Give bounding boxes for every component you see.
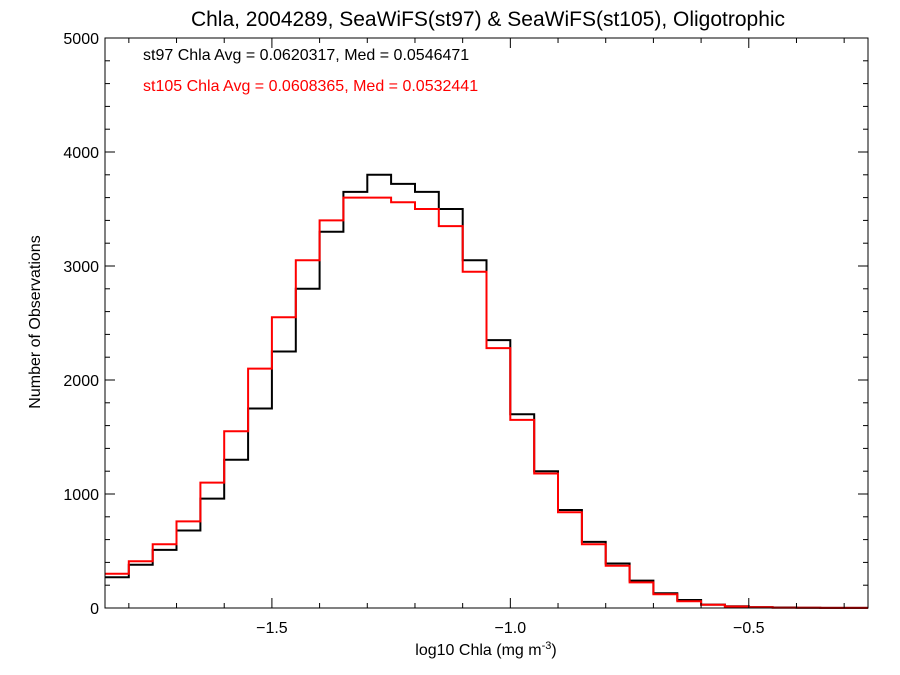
- y-tick-label: 3000: [63, 259, 99, 276]
- y-tick-label: 0: [90, 601, 99, 618]
- annotation-st97: st97 Chla Avg = 0.0620317, Med = 0.05464…: [143, 47, 469, 64]
- x-tick-label: −1.5: [256, 620, 288, 637]
- y-tick-label: 4000: [63, 145, 99, 162]
- series-line-1: [105, 196, 868, 609]
- y-tick-label: 5000: [63, 31, 99, 48]
- x-tick-label: −0.5: [733, 620, 765, 637]
- series-line-0: [105, 173, 868, 609]
- chart-title: Chla, 2004289, SeaWiFS(st97) & SeaWiFS(s…: [191, 8, 785, 31]
- annotation-st105: st105 Chla Avg = 0.0608365, Med = 0.0532…: [143, 78, 478, 95]
- y-tick-label: 2000: [63, 373, 99, 390]
- x-axis-label-sup: -3: [542, 640, 552, 652]
- plot-frame: [104, 37, 869, 609]
- ticks-layer: −1.5 −1.0 −0.5 0 1000 2000 3000 4000 5000: [63, 31, 868, 637]
- y-tick-label: 1000: [63, 487, 99, 504]
- series-layer: [105, 173, 868, 609]
- x-axis-label: log10 Chla (mg m-3): [415, 640, 556, 659]
- x-axis-label-main: log10 Chla (mg m: [415, 642, 541, 659]
- plot-area: −1.5 −1.0 −0.5 0 1000 2000 3000 4000 5000: [63, 31, 869, 637]
- x-axis-label-end: ): [551, 642, 556, 659]
- x-tick-label: −1.0: [495, 620, 527, 637]
- y-axis-label: Number of Observations: [27, 235, 44, 408]
